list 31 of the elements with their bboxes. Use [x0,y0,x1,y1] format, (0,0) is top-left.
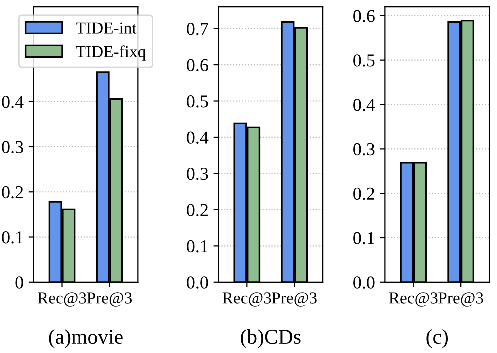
y-tick-label: 0.1 [187,240,208,253]
y-tick-label: 0.1 [2,232,23,244]
y-tick-label: 0.5 [354,54,375,67]
x-axis-title: (b)CDs [241,329,301,348]
x-tick-label: Rec@3 [222,292,272,307]
y-tick-label: 0.4 [354,99,376,112]
y-tick-label: 0.0 [187,276,208,289]
y-tick-label: 0.1 [354,232,374,245]
y-tick-label: 0 [16,276,24,289]
legend-label: TIDE-fixq [76,46,146,61]
y-tick-label: 0.4 [2,96,24,108]
x-axis-title: (c) [426,329,448,348]
y-tick-label: 0.6 [187,59,208,72]
legend-label: TIDE-int [76,22,137,34]
y-tick-label: 0.4 [187,132,209,144]
x-axis-title: (a)movie [49,329,123,348]
y-tick-label: 0.6 [354,10,375,22]
y-tick-label: 0.3 [187,168,208,180]
y-tick-label: 0.7 [187,23,208,36]
x-tick-label: Pre@3 [272,292,317,307]
x-tick-label: Rec@3 [389,292,438,307]
y-tick-label: 0.0 [354,276,375,289]
x-tick-label: Pre@3 [438,292,484,307]
y-tick-label: 0.2 [187,204,208,216]
y-tick-label: 0.5 [187,96,208,108]
y-tick-label: 0.3 [354,143,375,156]
y-tick-label: 0.3 [2,141,24,154]
y-tick-label: 0.2 [2,186,24,199]
y-tick-label: 0.2 [354,188,374,200]
x-tick-label: Rec@3 [38,292,86,307]
x-tick-label: Pre@3 [87,292,132,307]
